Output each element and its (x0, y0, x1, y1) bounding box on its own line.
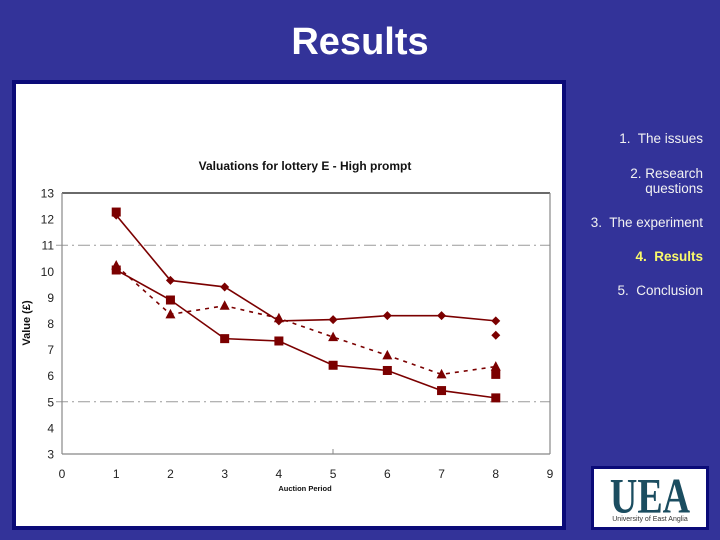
square-marker (165, 295, 175, 305)
uea-logo-mark: UEA (609, 469, 691, 524)
x-axis-tick-labels: 0 1 2 3 4 5 6 7 8 9 (59, 467, 554, 481)
series-line (115, 264, 496, 376)
nav-item-conclusion[interactable]: 5. Conclusion (617, 283, 703, 298)
x-tick-label: 7 (438, 467, 445, 481)
x-tick-label: 4 (276, 467, 283, 481)
chart-title: Valuations for lottery E - High prompt (199, 159, 412, 173)
square-marker (382, 365, 392, 375)
series-line (115, 269, 496, 399)
diamond-marker (491, 316, 501, 326)
square-marker (220, 334, 230, 344)
y-tick-label: 11 (42, 239, 55, 253)
series-square (111, 265, 501, 403)
x-axis-label: Auction Period (278, 484, 332, 493)
y-tick-label: 6 (47, 369, 54, 383)
x-tick-label: 6 (384, 467, 391, 481)
y-tick-label: 9 (47, 291, 54, 305)
y-tick-label: 12 (41, 213, 55, 227)
square-marker (328, 360, 338, 370)
y-axis-label: Value (£) (21, 300, 33, 346)
y-tick-label: 8 (47, 317, 54, 331)
triangle-marker (436, 368, 447, 379)
x-tick-label: 2 (167, 467, 174, 481)
square-marker (491, 369, 501, 379)
diamond-marker (382, 311, 392, 321)
plot-frame (61, 192, 551, 455)
triangle-marker (382, 349, 393, 360)
diamond-marker (328, 315, 338, 325)
series-line (115, 214, 496, 322)
nav-item-results[interactable]: 4. Results (635, 249, 703, 264)
square-marker (274, 336, 284, 346)
series-triangle (111, 260, 501, 379)
y-axis-tick-labels: 3 4 5 6 7 8 9 10 11 12 13 (41, 187, 55, 462)
y-tick-label: 10 (41, 265, 55, 279)
y-tick-label: 4 (47, 421, 54, 435)
square-marker (111, 265, 121, 275)
x-tick-label: 1 (113, 467, 120, 481)
data-series (111, 207, 501, 403)
diamond-marker (491, 330, 501, 340)
y-tick-label: 13 (41, 187, 55, 201)
series-diamond (111, 210, 501, 326)
square-marker (437, 386, 447, 396)
nav-item-issues[interactable]: 1. The issues (619, 131, 703, 146)
triangle-marker (165, 308, 176, 319)
triangle-marker (111, 260, 122, 270)
x-tick-label: 3 (221, 467, 228, 481)
x-tick-label: 9 (547, 467, 554, 481)
x-tick-label: 5 (330, 467, 337, 481)
y-tick-label: 5 (47, 395, 54, 409)
extra-points (111, 207, 501, 379)
x-tick-label: 0 (59, 467, 66, 481)
gridlines (56, 244, 550, 403)
uea-logo: UEA University of East Anglia (591, 466, 709, 530)
diamond-marker (437, 311, 447, 321)
triangle-marker (219, 300, 230, 310)
y-tick-label: 3 (47, 448, 54, 462)
triangle-marker (328, 331, 339, 342)
x-tick-label: 8 (492, 467, 499, 481)
chart-panel (12, 80, 566, 530)
triangle-marker (490, 361, 501, 371)
diamond-marker (165, 275, 175, 285)
diamond-marker (220, 282, 230, 292)
triangle-marker (273, 312, 284, 323)
nav-item-experiment[interactable]: 3. The experiment (590, 215, 703, 230)
square-marker (491, 393, 501, 403)
square-marker (111, 207, 121, 217)
y-tick-label: 7 (47, 343, 54, 357)
slide-title: Results (291, 21, 429, 63)
uea-logo-text: University of East Anglia (612, 516, 688, 523)
nav-item-research-questions[interactable]: 2. Research questions (630, 166, 703, 196)
